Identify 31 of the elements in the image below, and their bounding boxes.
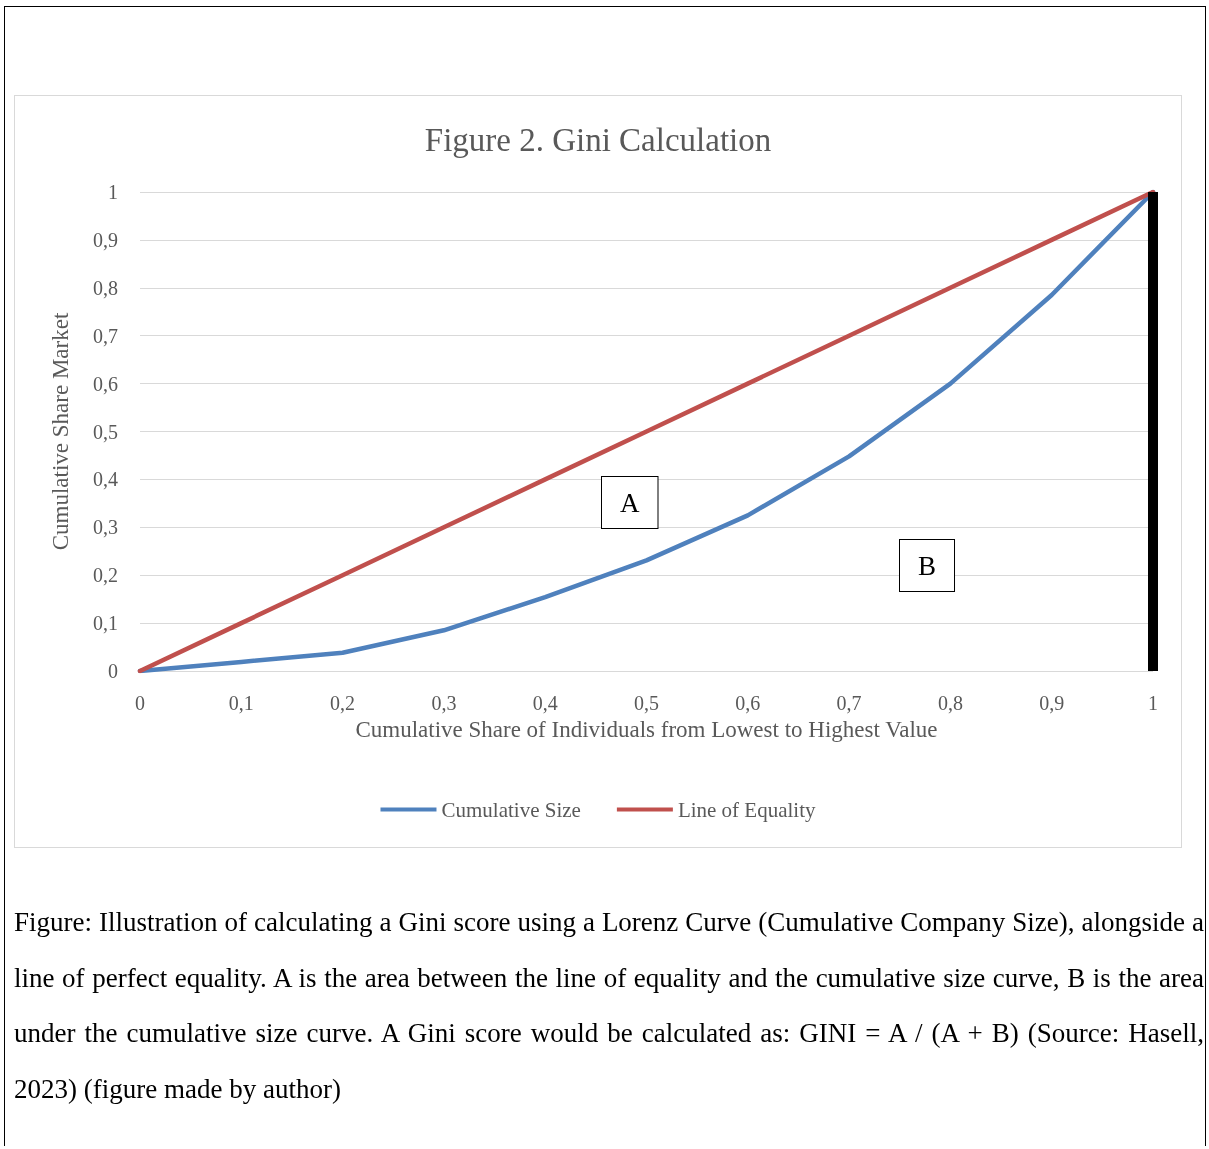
y-tick-label: 1 <box>108 181 118 203</box>
y-tick-label: 0,8 <box>93 276 118 299</box>
y-axis-title: Cumulative Share Market <box>48 312 73 551</box>
legend-label: Line of Equality <box>677 797 817 822</box>
y-tick-label: 0,7 <box>93 324 118 347</box>
x-tick-label: 0,7 <box>836 692 862 714</box>
chart-title: Figure 2. Gini Calculation <box>424 121 772 158</box>
x-axis-title: Cumulative Share of Individuals from Lowest to Highest Value <box>355 716 938 742</box>
line-series <box>137 189 1156 674</box>
x-tick-label: 0,5 <box>634 692 659 714</box>
legend-label: Cumulative Size <box>441 797 581 822</box>
x-tick-label: 0,1 <box>228 692 254 714</box>
x-tick-label: 0,4 <box>532 692 558 714</box>
text: Figure: Illustration of calculating a Gini score using a Lorenz Curve (Cumulative Company Size), alongside a line of perfect equality. A is the area between the line of equality and the cumulative size curve, B is the area under the cumulative size curve. A Gini score would be calculated as: GINI = A / (A + B) (Source: Hasell, 2023) (figure made by author) <box>14 906 1204 1106</box>
annotation: A <box>620 487 640 518</box>
y-tick-label: 0,3 <box>93 516 118 539</box>
x-tick-label: 0,8 <box>937 692 963 714</box>
y-tick-label: 0,5 <box>93 420 118 443</box>
y-tick-label: 0,2 <box>93 564 118 587</box>
y-tick-label: 0,1 <box>93 612 118 635</box>
y-tick-label: 0,6 <box>93 372 118 395</box>
x-tick-label: 0,2 <box>330 692 356 714</box>
x-tick-label: 0,6 <box>735 692 761 714</box>
y-tick-label: 0,9 <box>93 228 118 251</box>
y-tick-label: 0 <box>108 660 118 682</box>
x-tick-label: 0 <box>135 692 145 714</box>
x-tick-label: 0,3 <box>431 692 457 714</box>
y-tick-label: 0,4 <box>93 468 118 491</box>
annotation: B <box>918 550 937 581</box>
x-tick-label: 1 <box>1148 692 1158 714</box>
x-tick-label: 0,9 <box>1039 692 1065 714</box>
